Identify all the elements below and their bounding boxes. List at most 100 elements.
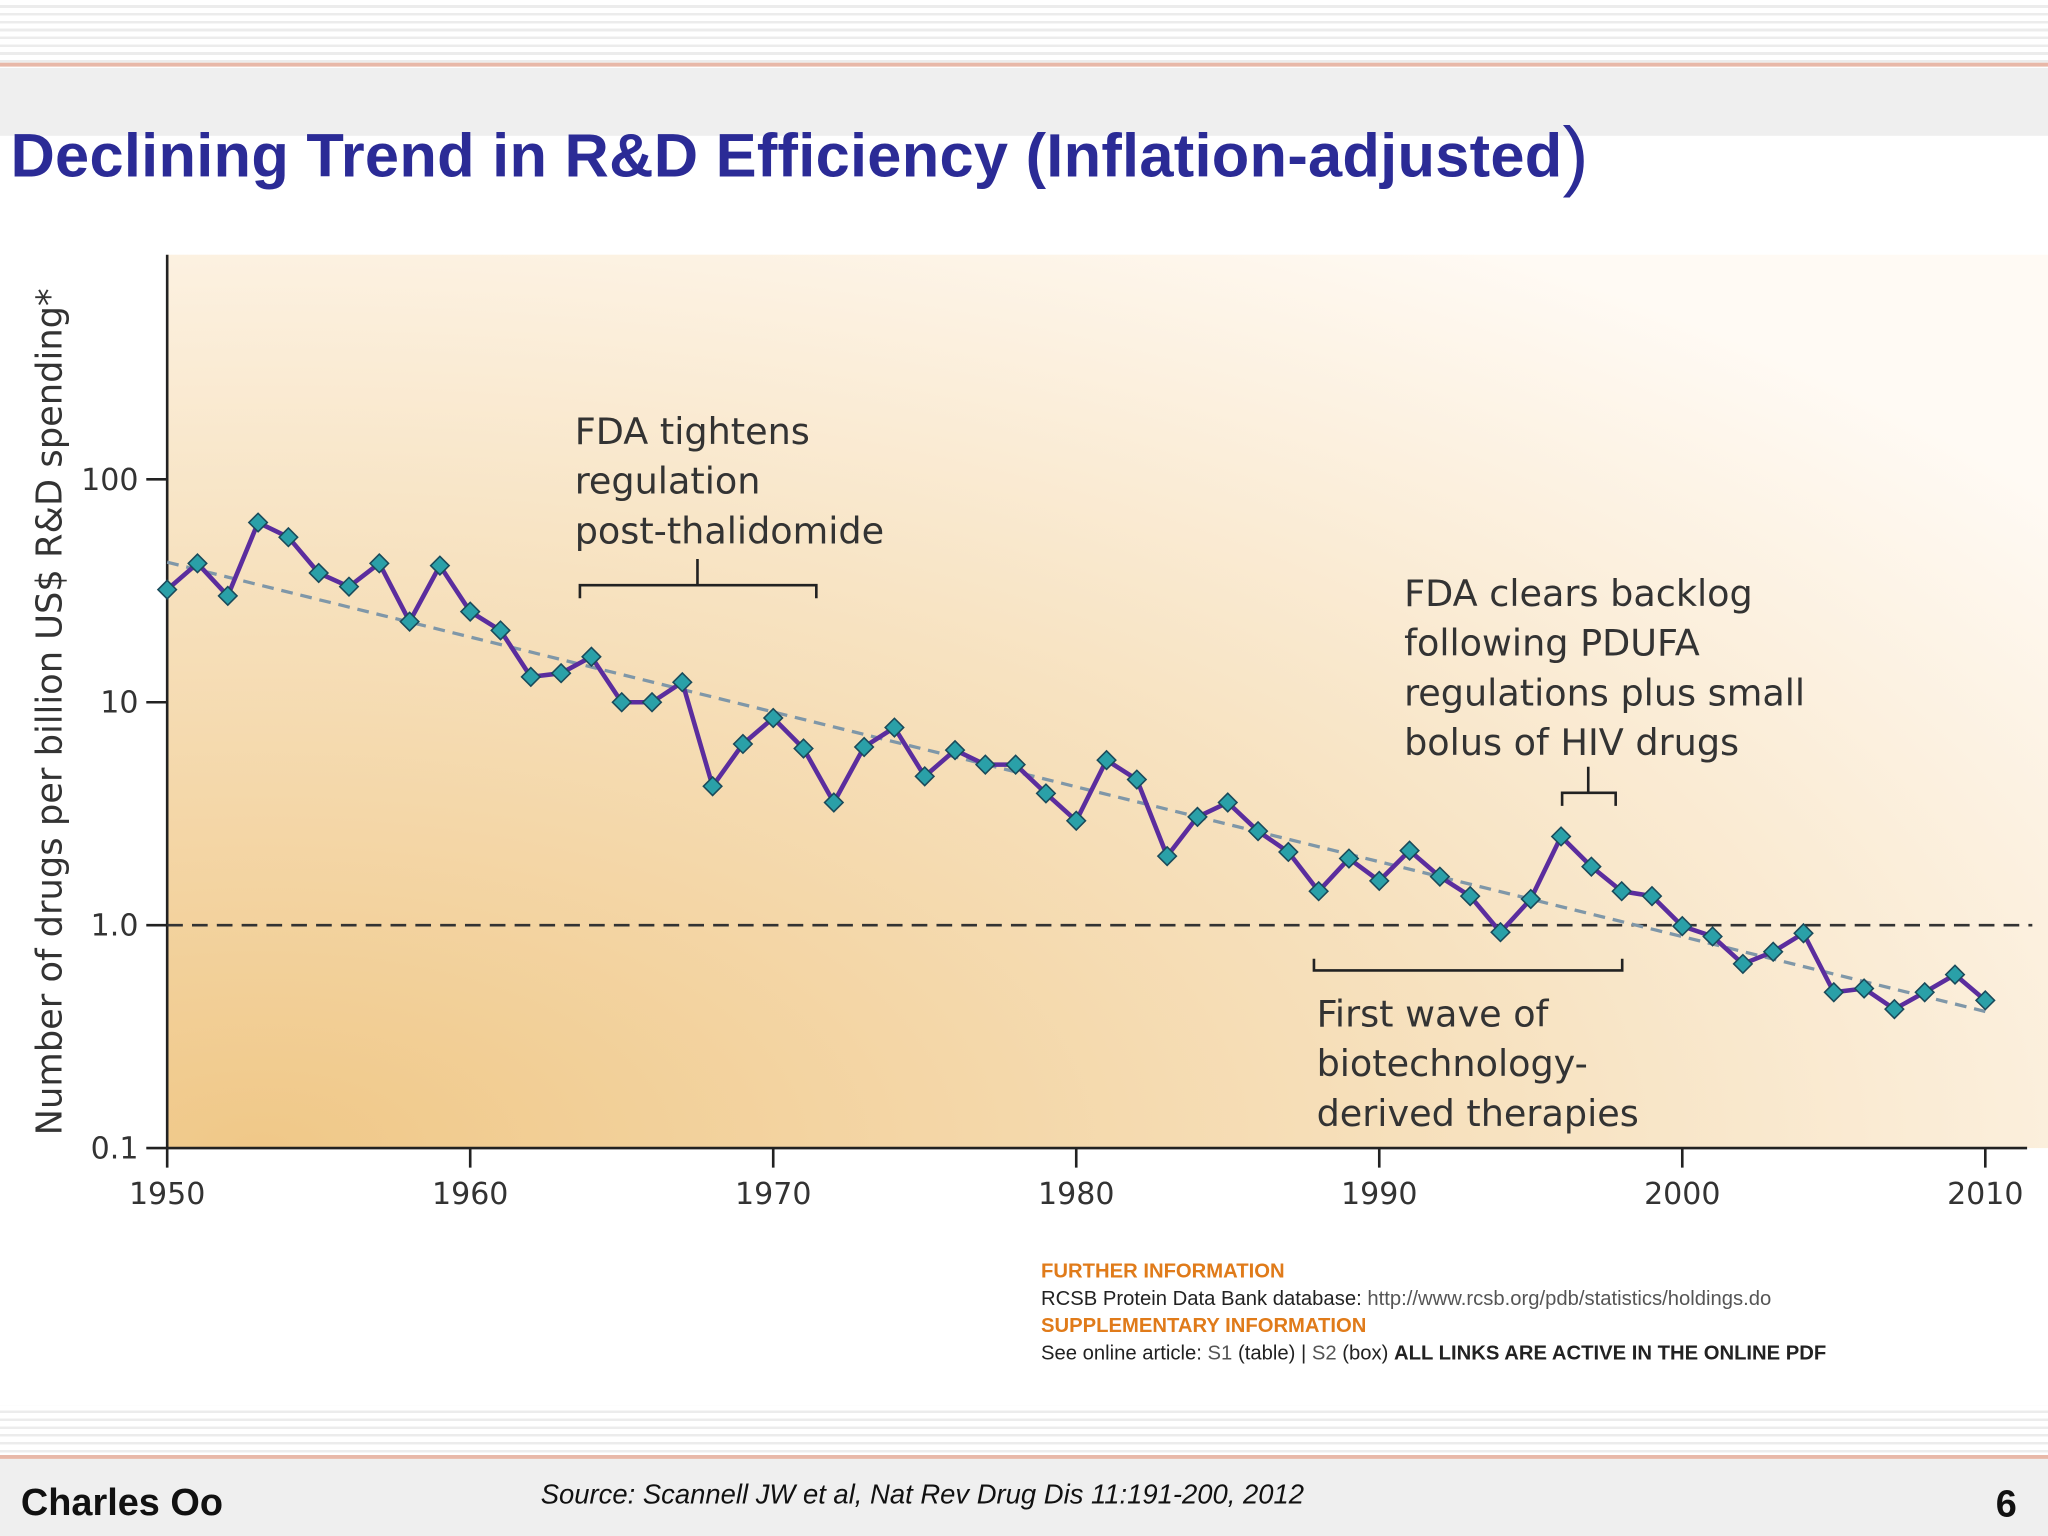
data-point — [1974, 989, 1996, 1011]
data-point — [853, 736, 875, 758]
data-point — [793, 738, 814, 759]
data-point — [914, 766, 936, 787]
data-point — [974, 754, 996, 775]
x-tick-label: 2000 — [1644, 1177, 1720, 1212]
x-tick-label: 1950 — [129, 1177, 205, 1212]
data-point — [308, 562, 330, 584]
data-point — [1762, 941, 1784, 963]
supp-info-text: See online article: — [1040, 1342, 1208, 1365]
data-point — [1156, 845, 1178, 867]
data-point — [944, 739, 966, 761]
y-axis-label: Number of drugs per billion US$ R&D spen… — [29, 288, 70, 1135]
s2-suffix: (box) — [1336, 1342, 1395, 1365]
data-point — [1459, 885, 1481, 907]
data-point — [368, 552, 390, 574]
data-point — [1278, 841, 1299, 863]
slide-title: Declining Trend in R&D Efficiency (Infla… — [10, 104, 1588, 199]
data-point — [217, 585, 239, 607]
data-point — [187, 552, 208, 574]
data-point — [884, 717, 905, 738]
data-point — [278, 526, 299, 548]
data-point — [1550, 826, 1572, 847]
data-point — [641, 691, 663, 713]
data-point — [1126, 769, 1148, 790]
bracket-pdufa — [1560, 766, 1617, 806]
further-info-text: RCSB Protein Data Bank database: — [1040, 1287, 1368, 1311]
annotation-text: derived therapies — [1317, 1092, 1639, 1135]
data-point — [338, 576, 360, 598]
bottom-decor-line — [0, 1455, 2048, 1459]
data-point — [1187, 806, 1208, 828]
data-point — [581, 646, 602, 668]
chart: 0.1 1.0 10 100 1950 1960 1970 1980 1990 2000 2010 N… — [29, 254, 2048, 1212]
slide-title-text: Declining Trend in R&D Efficiency (Infla… — [10, 120, 1563, 190]
data-point — [611, 691, 633, 713]
data-point — [1641, 885, 1663, 907]
data-point — [671, 671, 693, 693]
data-point — [247, 512, 269, 533]
top-decor-line — [0, 62, 2048, 67]
data-point — [550, 662, 572, 684]
annotation-text: post-thalidomide — [575, 509, 884, 552]
data-point — [1035, 783, 1057, 804]
data-point — [429, 555, 451, 576]
annotation-text: regulation — [575, 460, 761, 503]
data-point — [1429, 866, 1451, 888]
data-point — [1853, 978, 1875, 999]
annotation-text: FDA clears backlog — [1404, 572, 1753, 615]
data-point — [520, 666, 542, 688]
data-point — [1944, 964, 1966, 985]
further-info-block: FURTHER INFORMATION RCSB Protein Data Ba… — [1041, 1258, 1826, 1368]
data-point — [1338, 848, 1360, 869]
data-point — [459, 601, 481, 622]
bracket-fda-tightens — [578, 559, 818, 599]
x-tick-label: 2010 — [1947, 1177, 2023, 1212]
s2-link[interactable]: S2 — [1311, 1342, 1337, 1365]
data-point — [1217, 792, 1239, 813]
title-bar — [0, 67, 2048, 136]
x-tick-label: 1960 — [432, 1177, 508, 1212]
data-point — [1065, 810, 1087, 832]
data-point — [1732, 953, 1754, 975]
y-tick-label: 0.1 — [91, 1132, 139, 1167]
y-tick-label: 10 — [100, 686, 138, 721]
data-point — [1096, 749, 1117, 771]
data-point — [1914, 981, 1936, 1003]
active-links-note: ALL LINKS ARE ACTIVE IN THE ONLINE PDF — [1394, 1342, 1827, 1365]
s1-link[interactable]: S1 — [1207, 1342, 1233, 1365]
data-point — [1823, 981, 1845, 1003]
data-point — [156, 579, 178, 600]
annotation-text: bolus of HIV drugs — [1404, 721, 1739, 764]
data-point — [1611, 880, 1633, 902]
data-point — [399, 611, 420, 632]
data-point — [1793, 922, 1814, 944]
data-point — [1520, 888, 1542, 910]
data-point — [702, 775, 723, 797]
s1-suffix: (table) | — [1232, 1342, 1312, 1365]
data-point — [823, 792, 845, 813]
x-tick-label: 1970 — [735, 1177, 811, 1212]
further-info-heading: FURTHER INFORMATION — [1040, 1260, 1285, 1283]
annotation-text: following PDUFA — [1404, 622, 1700, 665]
data-point — [1399, 840, 1420, 861]
top-decor-band — [0, 0, 2048, 68]
bottom-decor-band — [0, 1405, 2048, 1458]
data-point — [1247, 820, 1269, 842]
data-point — [1368, 870, 1390, 892]
data-point — [1581, 856, 1602, 878]
source-citation: Source: Scannell JW et al, Nat Rev Drug … — [540, 1479, 1305, 1510]
pdb-link[interactable]: http://www.rcsb.org/pdb/statistics/holdi… — [1367, 1287, 1772, 1311]
footer-bar — [0, 1458, 2048, 1536]
x-tick-label: 1980 — [1038, 1177, 1114, 1212]
annotation-text: First wave of — [1317, 993, 1550, 1036]
plot-background — [167, 254, 2048, 1149]
data-point — [1884, 998, 1905, 1020]
annotation-text: FDA tightens — [575, 410, 810, 453]
y-tick-label: 100 — [81, 463, 138, 498]
y-tick-label: 1.0 — [91, 909, 139, 944]
data-point — [490, 620, 511, 641]
data-point — [1490, 921, 1511, 943]
annotation-text: regulations plus small — [1404, 671, 1805, 714]
data-point — [1308, 880, 1330, 902]
